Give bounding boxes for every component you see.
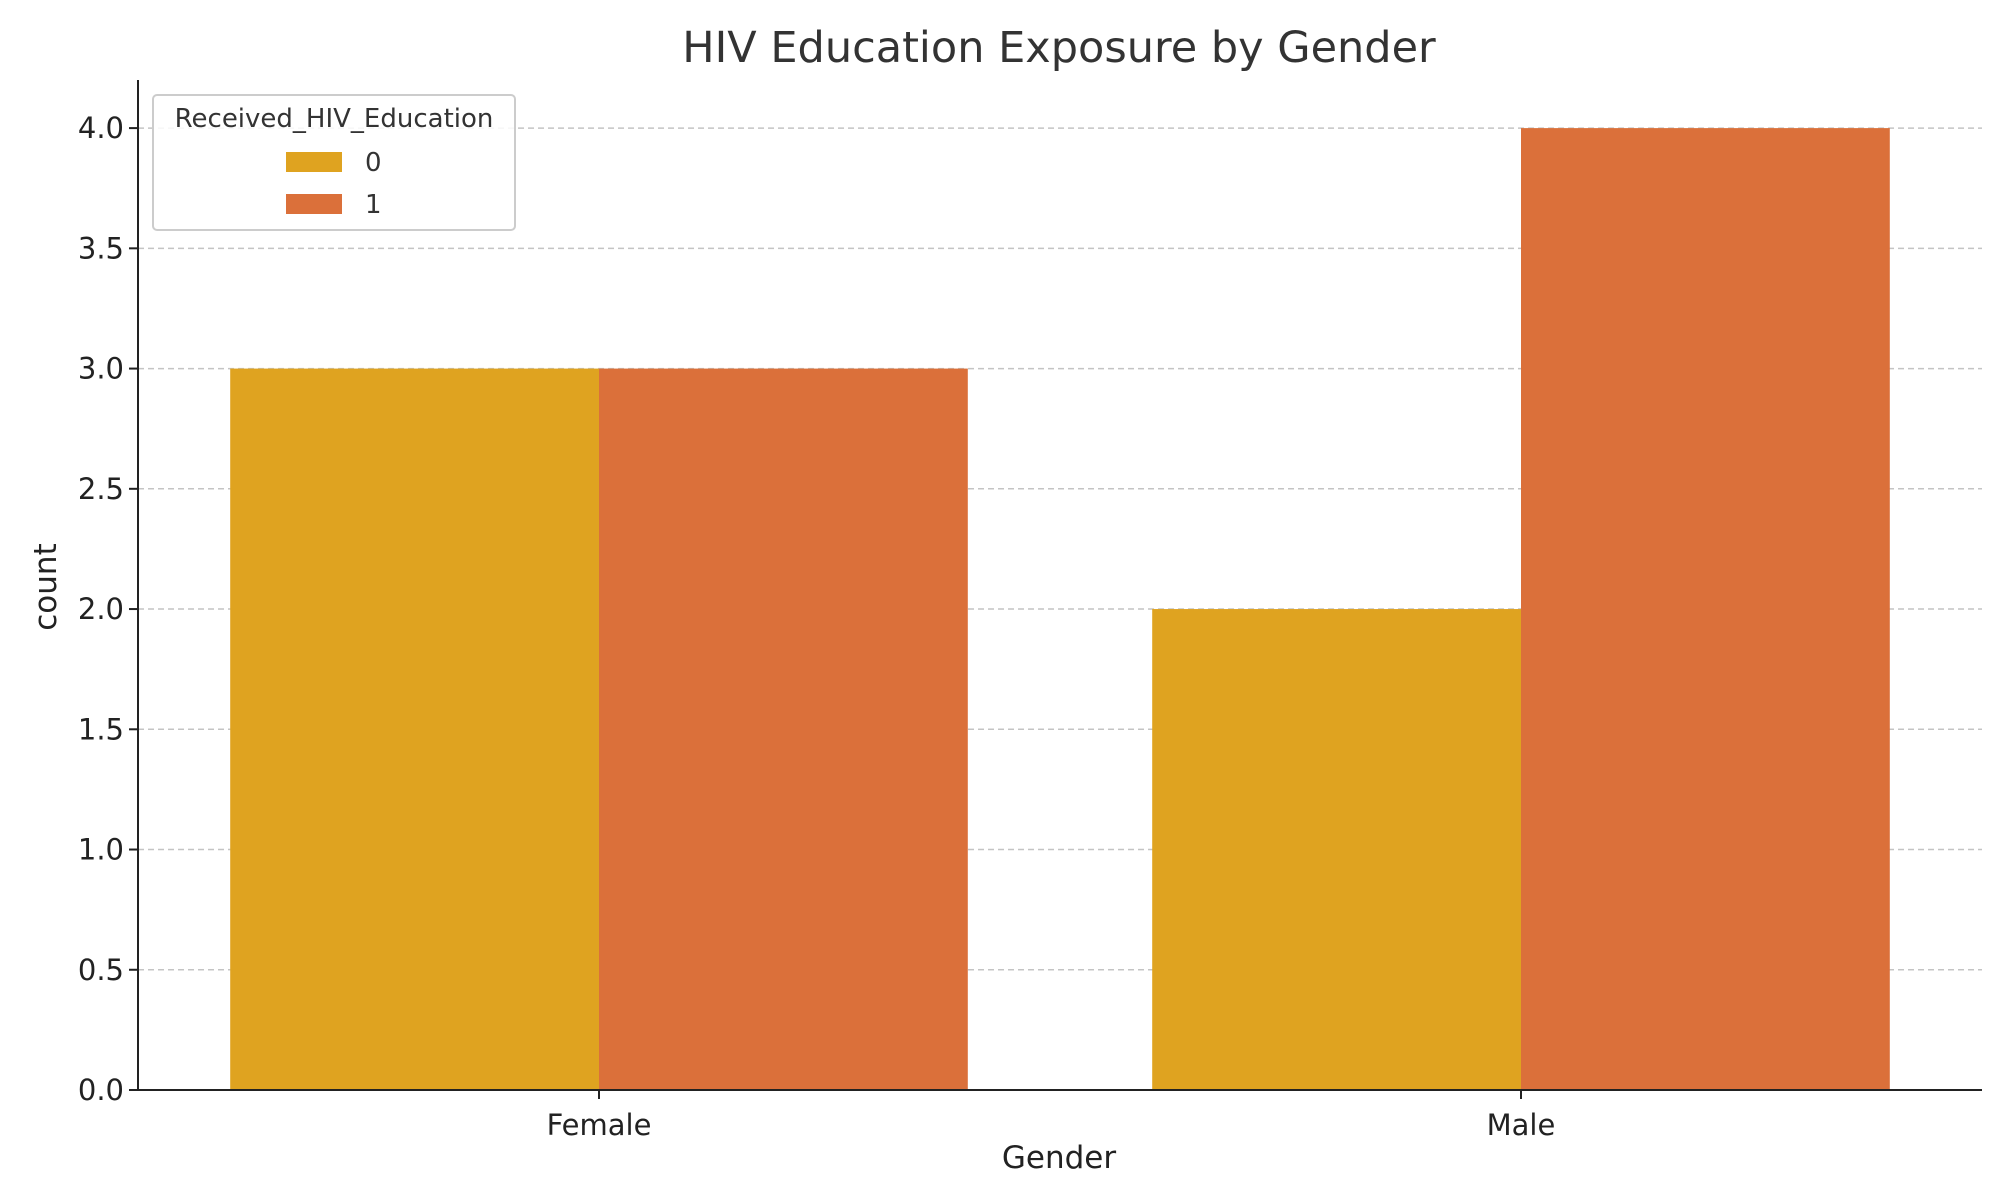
bar-female-series-0 <box>230 368 599 1091</box>
y-tick-label: 0.5 <box>78 953 124 987</box>
legend-label-series-0: 0 <box>365 148 382 178</box>
legend-title: Received_HIV_Education <box>175 104 494 134</box>
bar-female-series-1 <box>599 368 968 1091</box>
x-tick-label: Male <box>1487 1108 1556 1142</box>
y-tick-label: 1.0 <box>78 833 124 867</box>
y-tick-label: 3.5 <box>78 231 124 265</box>
x-ticks: Female Male <box>547 1090 1556 1142</box>
legend-swatch-series-1 <box>286 194 342 214</box>
legend-label-series-1: 1 <box>365 190 382 220</box>
y-axis-label: count <box>28 543 64 630</box>
bar-male-series-0 <box>1152 609 1521 1090</box>
chart-title: HIV Education Exposure by Gender <box>682 23 1436 73</box>
bar-male-series-1 <box>1521 128 1890 1091</box>
y-ticks: 0.0 0.5 1.0 1.5 2.0 2.5 3.0 3.5 4.0 <box>78 111 138 1107</box>
y-tick-label: 0.0 <box>78 1073 124 1107</box>
legend-swatch-series-0 <box>286 152 342 172</box>
y-tick-label: 1.5 <box>78 712 124 746</box>
x-tick-label: Female <box>547 1108 652 1142</box>
legend: Received_HIV_Education 0 1 <box>152 94 516 231</box>
bars <box>230 128 1890 1091</box>
y-tick-label: 3.0 <box>78 352 124 386</box>
y-tick-label: 2.5 <box>78 472 124 506</box>
y-tick-label: 2.0 <box>78 592 124 626</box>
gridlines <box>138 127 1982 971</box>
y-tick-label: 4.0 <box>78 111 124 145</box>
x-axis-label: Gender <box>1002 1140 1116 1176</box>
